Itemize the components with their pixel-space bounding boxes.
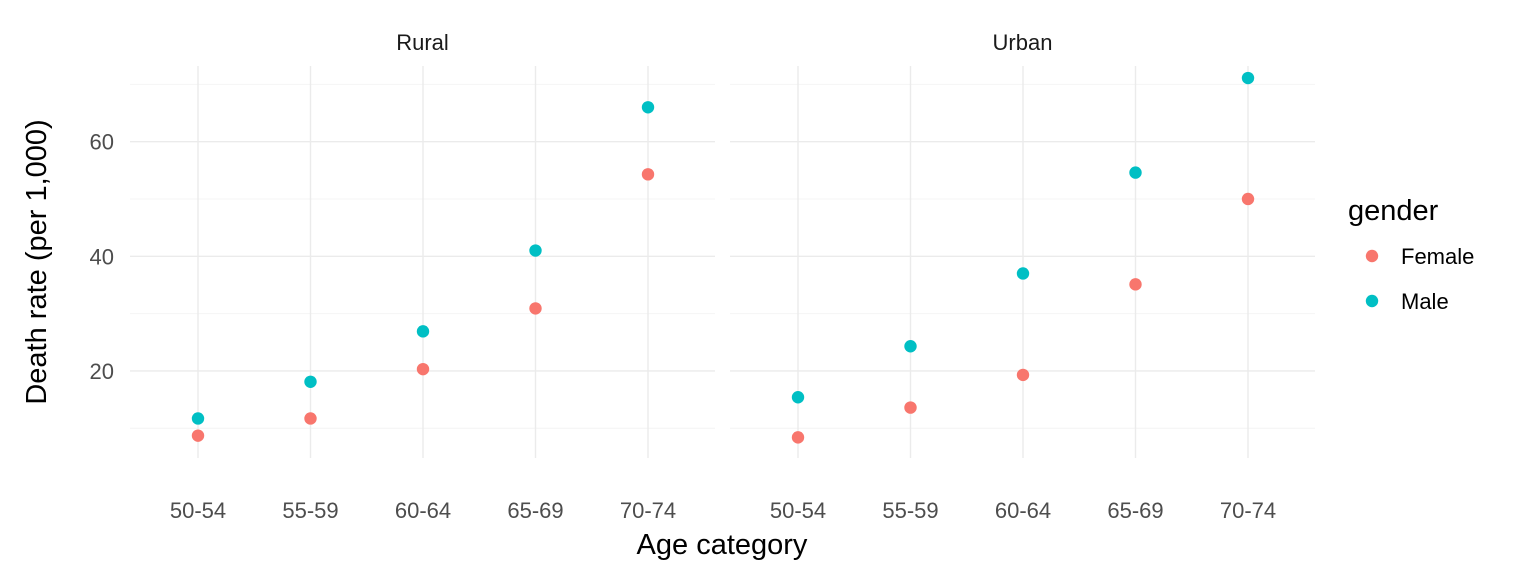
point-female-rural: [304, 412, 317, 425]
point-female-urban: [904, 401, 917, 414]
point-male-rural: [304, 375, 317, 388]
facet-panel-urban: Urban 50-54 55-59 60-64 65-69 70-74: [730, 30, 1315, 523]
y-tick-label: 60: [90, 130, 114, 155]
x-axis-title: Age category: [637, 529, 808, 561]
legend-title: gender: [1348, 195, 1439, 227]
point-female-rural: [191, 429, 205, 442]
x-tick-label: 55-59: [282, 498, 338, 523]
legend-label: Female: [1401, 244, 1474, 269]
point-male-urban: [1241, 71, 1255, 85]
facet-panels: Rural 50-54 55-59 60-64 65-69 70-74 Urban 50-54…: [130, 30, 1315, 523]
point-male-rural: [641, 101, 655, 114]
facet-label-urban: Urban: [993, 30, 1053, 55]
facet-label-rural: Rural: [396, 30, 449, 55]
point-female-urban: [791, 431, 805, 444]
x-tick-label: 70-74: [1220, 498, 1276, 523]
y-tick-label: 40: [90, 244, 114, 269]
point-male-urban: [904, 340, 917, 353]
legend-item-female: Female: [1365, 244, 1474, 269]
point-male-rural: [529, 244, 542, 257]
x-tick-label: 50-54: [770, 498, 826, 523]
point-male-urban: [791, 391, 805, 404]
point-female-urban: [1129, 278, 1142, 291]
point-male-urban: [1129, 166, 1142, 179]
point-male-rural: [191, 412, 205, 425]
x-tick-label: 65-69: [1107, 498, 1163, 523]
x-tick-label: 50-54: [170, 498, 226, 523]
point-male-urban: [1016, 267, 1030, 280]
legend-swatch: [1365, 294, 1379, 308]
legend-item-male: Male: [1365, 289, 1449, 314]
point-male-rural: [416, 325, 430, 338]
x-tick-label: 60-64: [395, 498, 451, 523]
x-tick-label: 60-64: [995, 498, 1051, 523]
x-tick-label: 55-59: [882, 498, 938, 523]
y-tick-label: 20: [90, 359, 114, 384]
legend-label: Male: [1401, 289, 1449, 314]
point-female-urban: [1016, 368, 1030, 382]
legend-swatch: [1365, 249, 1379, 263]
point-female-rural: [529, 302, 542, 315]
point-female-urban: [1241, 192, 1255, 206]
y-axis-title: Death rate (per 1,000): [21, 119, 53, 404]
y-axis: 20 40 60: [90, 130, 114, 384]
legend-items: Female Male: [1365, 244, 1474, 314]
x-tick-label: 65-69: [507, 498, 563, 523]
point-female-rural: [416, 362, 430, 376]
x-tick-label: 70-74: [620, 498, 676, 523]
facet-panel-rural: Rural 50-54 55-59 60-64 65-69 70-74: [130, 30, 715, 523]
point-female-rural: [641, 168, 655, 181]
legend: gender Female Male: [1348, 195, 1474, 314]
